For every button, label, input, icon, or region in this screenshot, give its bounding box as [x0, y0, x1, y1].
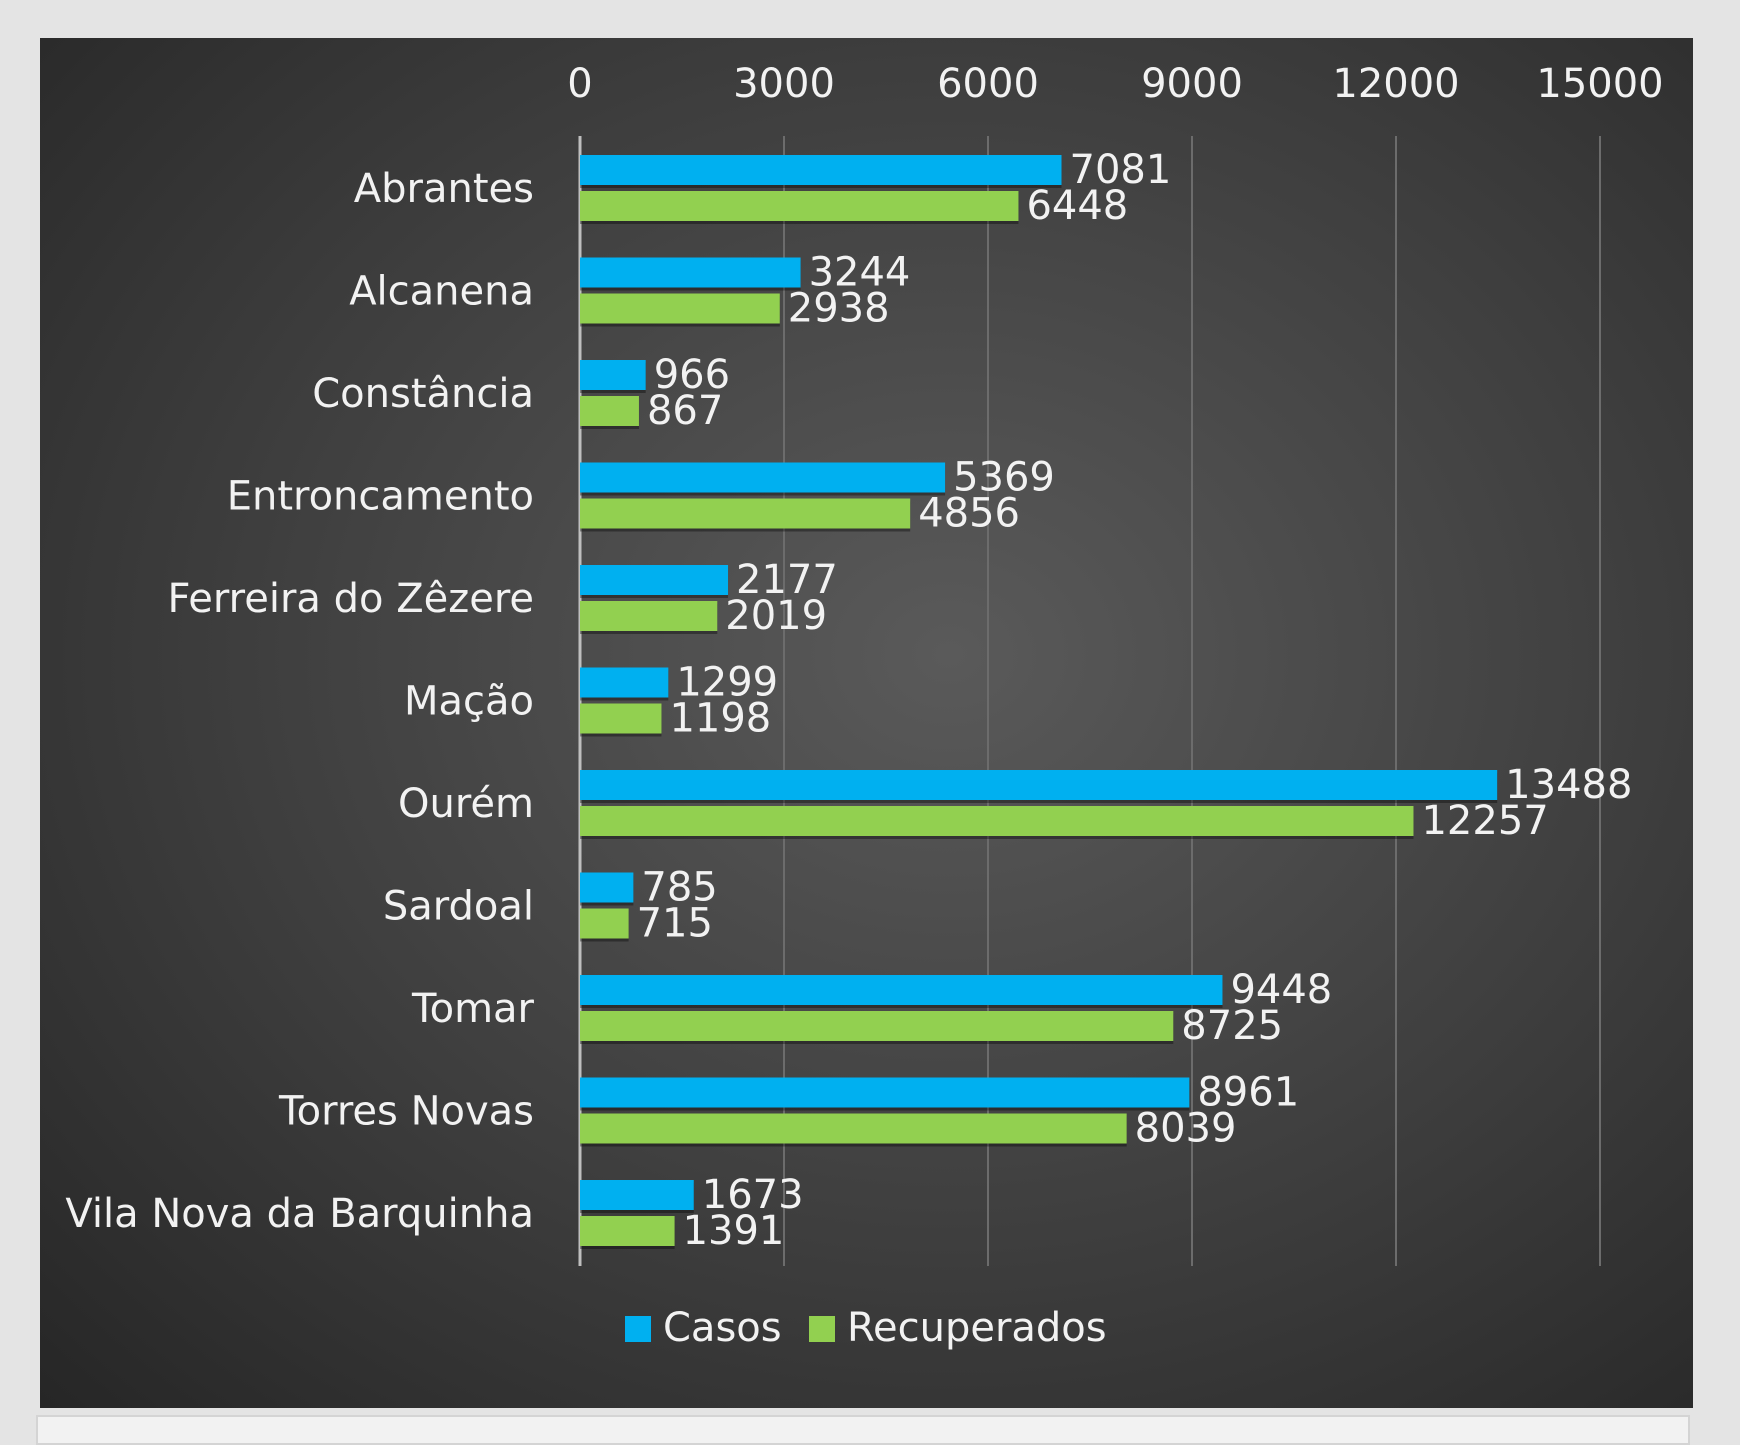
x-tick-label: 3000	[733, 61, 835, 107]
category-label: Tomar	[411, 986, 535, 1032]
category-label: Alcanena	[349, 269, 534, 315]
data-label: 1673	[702, 1172, 804, 1218]
category-label: Ourém	[398, 781, 534, 827]
data-label: 867	[647, 388, 723, 434]
legend-swatch-recuperados	[809, 1316, 835, 1342]
data-label: 2177	[736, 557, 838, 603]
data-label: 8725	[1181, 1003, 1283, 1049]
bar-casos	[580, 1180, 694, 1210]
bar-casos	[580, 565, 729, 595]
data-label: 12257	[1421, 798, 1548, 844]
data-label: 1299	[676, 660, 778, 706]
legend-swatch-casos	[625, 1316, 651, 1342]
data-label: 8961	[1197, 1070, 1299, 1116]
bar-recuperados	[580, 396, 639, 426]
data-label: 966	[654, 352, 730, 398]
bar-casos	[580, 872, 634, 903]
bar-recuperados	[580, 703, 662, 734]
bar-recuperados	[580, 908, 629, 939]
legend-label-recuperados: Recuperados	[847, 1305, 1107, 1351]
data-label: 715	[637, 901, 713, 947]
category-label: Sardoal	[383, 884, 534, 930]
data-label: 1198	[669, 696, 771, 742]
bar-recuperados	[580, 1011, 1174, 1041]
legend-label-casos: Casos	[663, 1305, 782, 1351]
bar-casos	[580, 975, 1223, 1005]
bar-recuperados	[580, 293, 780, 324]
data-label: 13488	[1505, 762, 1632, 808]
data-label: 785	[641, 865, 717, 911]
bar-casos	[580, 257, 801, 288]
bar-recuperados	[580, 601, 718, 631]
bar-casos	[580, 360, 646, 390]
x-tick-label: 9000	[1141, 61, 1243, 107]
category-label: Abrantes	[354, 166, 534, 212]
bars-layer	[580, 155, 1498, 1249]
bar-recuperados	[580, 1216, 675, 1246]
data-label: 5369	[953, 455, 1055, 501]
bar-recuperados	[580, 806, 1414, 836]
category-label: Vila Nova da Barquinha	[65, 1191, 534, 1237]
x-tick-label: 12000	[1332, 61, 1459, 107]
data-label: 3244	[809, 250, 911, 296]
data-label: 7081	[1070, 147, 1172, 193]
bottom-strip	[36, 1415, 1690, 1445]
bar-casos	[580, 770, 1498, 800]
data-label: 8039	[1135, 1106, 1237, 1152]
category-label: Ferreira do Zêzere	[167, 576, 534, 622]
data-label: 1391	[683, 1208, 785, 1254]
bar-casos	[580, 667, 669, 698]
category-label: Entroncamento	[227, 474, 534, 520]
data-label: 2938	[788, 286, 890, 332]
x-tick-label: 0	[567, 61, 592, 107]
data-label: 4856	[918, 491, 1020, 537]
bar-recuperados	[580, 1113, 1127, 1144]
category-label: Constância	[312, 371, 534, 417]
bar-recuperados	[580, 191, 1019, 221]
bar-casos	[580, 155, 1062, 185]
category-label: Mação	[404, 679, 534, 725]
bar-recuperados	[580, 498, 911, 529]
chart-panel: 0 3000 6000 9000 12000 15000 Abrantes 7081 6448 A…	[40, 38, 1693, 1408]
category-label: Torres Novas	[278, 1089, 534, 1135]
x-tick-label: 15000	[1536, 61, 1663, 107]
data-label: 2019	[725, 593, 827, 639]
data-label: 6448	[1026, 183, 1128, 229]
legend: Casos Recuperados	[625, 1305, 1107, 1351]
bar-casos	[580, 462, 946, 493]
x-tick-label: 6000	[937, 61, 1039, 107]
bar-casos	[580, 1077, 1190, 1108]
data-label: 9448	[1230, 967, 1332, 1013]
